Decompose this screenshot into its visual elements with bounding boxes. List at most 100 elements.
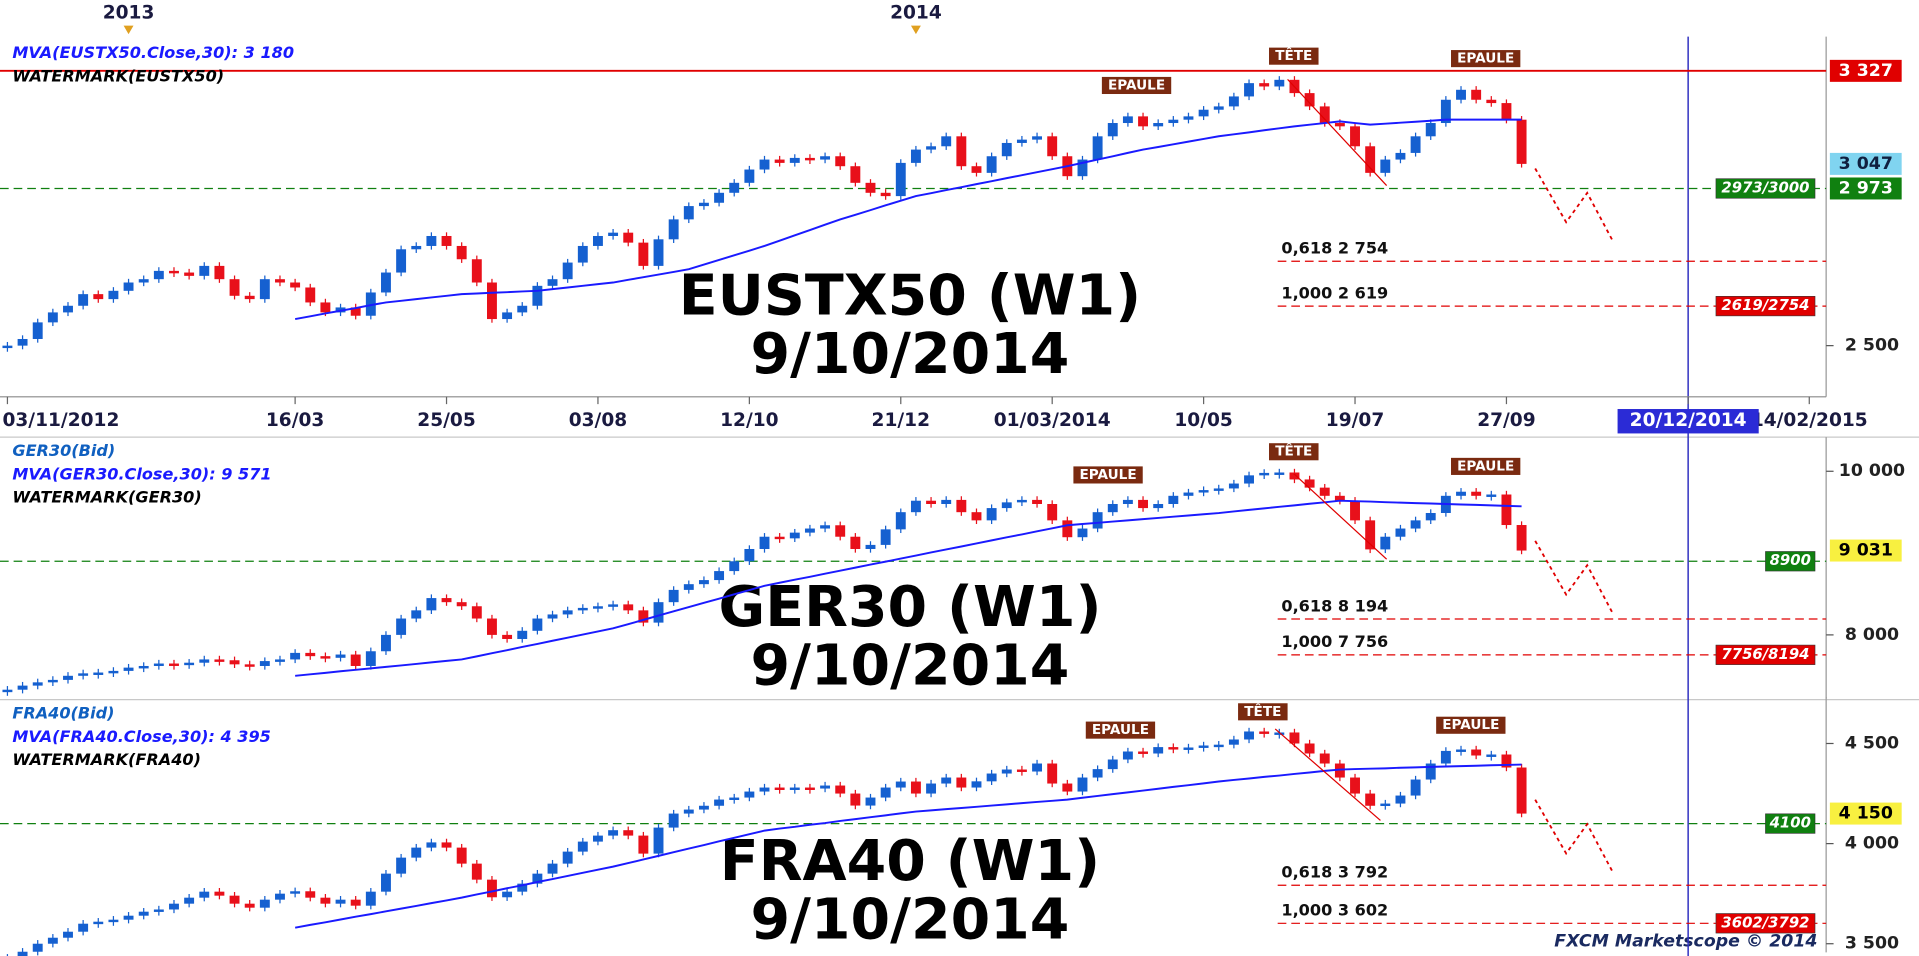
candle bbox=[502, 634, 513, 639]
candle bbox=[396, 857, 407, 874]
candle bbox=[1501, 494, 1512, 526]
candle bbox=[744, 791, 755, 798]
candle bbox=[305, 287, 316, 303]
candle bbox=[1198, 490, 1209, 493]
candle bbox=[153, 270, 164, 280]
level-box-text: 2619/2754 bbox=[1721, 297, 1809, 314]
candle bbox=[1259, 83, 1270, 87]
candle bbox=[1047, 763, 1058, 784]
candle bbox=[683, 809, 694, 814]
pattern-label: EPAULE bbox=[1108, 78, 1165, 94]
candle bbox=[471, 259, 482, 283]
legend-entry: MVA(FRA40.Close,30): 4 395 bbox=[12, 727, 270, 746]
candle bbox=[910, 781, 921, 794]
candle bbox=[592, 235, 603, 246]
candle bbox=[1456, 749, 1466, 752]
candle bbox=[1319, 753, 1330, 764]
candle bbox=[381, 634, 391, 652]
legend-entry: MVA(GER30.Close,30): 9 571 bbox=[12, 465, 271, 484]
candle bbox=[865, 797, 876, 806]
candle bbox=[623, 604, 634, 611]
x-tick-label: 16/03 bbox=[266, 410, 324, 431]
candle bbox=[1486, 754, 1497, 757]
candle bbox=[926, 500, 937, 504]
cursor-label-box bbox=[1617, 409, 1759, 434]
candle bbox=[275, 659, 285, 662]
legend-entry: WATERMARK(FRA40) bbox=[12, 750, 201, 769]
candle bbox=[926, 783, 937, 794]
candle bbox=[244, 903, 255, 908]
candle bbox=[850, 536, 861, 549]
level-text: 1,000 3 602 bbox=[1281, 901, 1388, 920]
candle bbox=[1016, 769, 1027, 772]
candle bbox=[608, 604, 619, 607]
candle bbox=[986, 773, 997, 782]
candle bbox=[1501, 754, 1512, 768]
candle bbox=[1228, 739, 1239, 745]
candle bbox=[1274, 732, 1285, 735]
candle bbox=[1456, 89, 1466, 100]
candle bbox=[1440, 99, 1451, 124]
candle bbox=[1168, 747, 1179, 750]
candle bbox=[17, 951, 28, 956]
candle bbox=[562, 262, 573, 280]
candle bbox=[895, 162, 906, 197]
candle bbox=[1092, 136, 1103, 160]
candle bbox=[971, 781, 982, 788]
candle bbox=[1213, 488, 1224, 491]
candle bbox=[880, 787, 891, 798]
candle bbox=[259, 899, 270, 908]
candle bbox=[123, 915, 134, 920]
candle bbox=[971, 166, 982, 173]
candle bbox=[456, 847, 467, 864]
y-tick-label: 10 000 bbox=[1839, 461, 1905, 481]
candle bbox=[1319, 106, 1330, 124]
watermark: FRA40 (W1) bbox=[720, 829, 1100, 894]
candle bbox=[47, 937, 58, 944]
candle bbox=[1486, 494, 1497, 497]
candle bbox=[592, 835, 603, 842]
candle bbox=[956, 136, 967, 167]
candle bbox=[577, 841, 588, 852]
candle bbox=[1304, 93, 1315, 107]
candle bbox=[1319, 487, 1330, 496]
candle bbox=[577, 245, 588, 263]
level-box bbox=[1765, 813, 1816, 834]
footer: FXCM Marketscope © 2014 bbox=[1554, 931, 1817, 951]
candle bbox=[517, 883, 528, 892]
candle bbox=[1244, 475, 1254, 484]
candle bbox=[698, 202, 709, 207]
candle bbox=[1259, 731, 1270, 734]
candle bbox=[971, 512, 982, 521]
legend-entry: GER30(Bid) bbox=[12, 441, 115, 460]
candle bbox=[880, 529, 891, 545]
pattern-label: EPAULE bbox=[1442, 717, 1499, 733]
candle bbox=[804, 528, 815, 533]
candle bbox=[1122, 116, 1133, 124]
level-text: 0,618 3 792 bbox=[1281, 863, 1388, 882]
candle bbox=[668, 589, 679, 603]
x-tick-label: 12/10 bbox=[720, 410, 778, 431]
candle bbox=[804, 157, 815, 161]
level-box-text: 4100 bbox=[1769, 815, 1811, 832]
candle bbox=[744, 548, 755, 562]
candle bbox=[1380, 159, 1391, 173]
candle bbox=[1153, 503, 1164, 509]
candle bbox=[1228, 96, 1239, 107]
candle bbox=[1380, 803, 1391, 807]
candle bbox=[17, 338, 28, 346]
candle bbox=[441, 842, 452, 848]
candle bbox=[1183, 492, 1194, 496]
watermark-date: 9/10/2014 bbox=[751, 888, 1070, 953]
candle bbox=[1092, 512, 1103, 529]
candle bbox=[290, 652, 301, 660]
candle bbox=[638, 610, 649, 623]
candle bbox=[517, 630, 528, 639]
candle bbox=[653, 239, 664, 266]
candle bbox=[1244, 83, 1254, 97]
candle bbox=[774, 536, 785, 540]
candle bbox=[1259, 472, 1270, 476]
candle bbox=[941, 136, 952, 147]
pattern-box bbox=[1085, 721, 1156, 739]
candle bbox=[532, 618, 543, 631]
